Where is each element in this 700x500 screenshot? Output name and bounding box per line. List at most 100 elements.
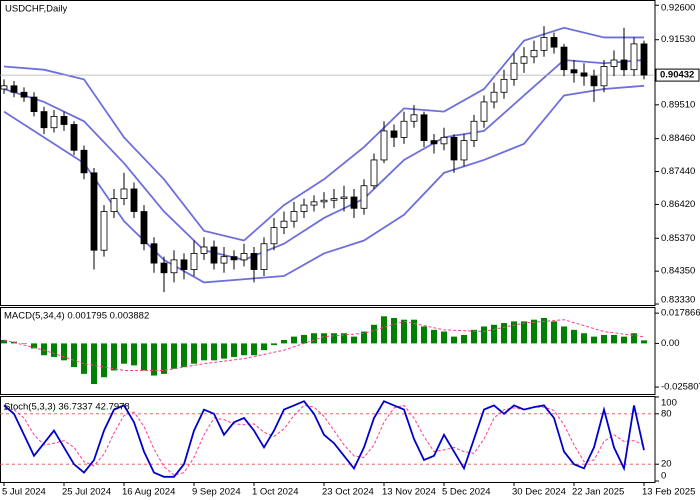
macd-bar bbox=[491, 324, 497, 344]
macd-bar bbox=[581, 333, 587, 344]
candle-body bbox=[370, 159, 378, 187]
macd-bar bbox=[561, 326, 567, 344]
y-tick-label: 100 bbox=[661, 398, 677, 409]
macd-bar bbox=[571, 329, 577, 344]
candle-body bbox=[60, 116, 68, 125]
candle-body bbox=[170, 259, 178, 274]
macd-bar bbox=[441, 331, 447, 344]
candle-body bbox=[260, 243, 268, 270]
macd-bar bbox=[541, 318, 547, 344]
y-tick-label: 0.87440 bbox=[661, 166, 695, 177]
candle-body bbox=[90, 172, 98, 251]
y-tick-label: 20 bbox=[661, 459, 672, 470]
candle-body bbox=[0, 85, 8, 90]
macd-bar bbox=[271, 343, 277, 346]
macd-bar bbox=[451, 336, 457, 344]
candle-body bbox=[500, 78, 508, 93]
stoch-main bbox=[3, 400, 645, 478]
candle-body bbox=[600, 66, 608, 87]
candle-body bbox=[420, 114, 428, 142]
candle-body bbox=[10, 85, 18, 93]
candle-body bbox=[550, 37, 558, 48]
candle-body bbox=[130, 188, 138, 212]
macd-bar bbox=[301, 334, 307, 344]
macd-bar bbox=[91, 343, 97, 385]
candle-body bbox=[530, 49, 538, 58]
candle-body bbox=[380, 130, 388, 161]
macd-bar bbox=[231, 343, 237, 357]
candle-body bbox=[70, 124, 78, 151]
candle-body bbox=[290, 211, 298, 222]
macd-bar bbox=[591, 336, 597, 344]
macd-bar bbox=[521, 321, 527, 344]
macd-bar bbox=[431, 329, 437, 344]
y-tick-label: 0.86420 bbox=[661, 199, 695, 210]
macd-bar bbox=[171, 343, 177, 369]
macd-bar bbox=[321, 333, 327, 344]
macd-bar bbox=[511, 321, 517, 344]
candle-body bbox=[340, 196, 348, 200]
macd-bar bbox=[631, 333, 637, 344]
candle-body bbox=[180, 259, 188, 270]
macd-bar bbox=[401, 319, 407, 344]
x-tick-label: 13 Feb 2025 bbox=[642, 487, 695, 498]
candle-body bbox=[310, 201, 318, 206]
x-tick-label: 9 Sep 2024 bbox=[192, 487, 241, 498]
macd-bar bbox=[641, 340, 647, 344]
candle-body bbox=[250, 253, 258, 270]
macd-bar bbox=[31, 343, 37, 349]
macd-bar bbox=[621, 336, 627, 344]
macd-bar bbox=[261, 343, 267, 351]
x-tick-label: 22 Jan 2025 bbox=[572, 487, 624, 498]
macd-bar bbox=[291, 336, 297, 344]
candle-body bbox=[640, 43, 648, 76]
y-tick-label: 0.92600 bbox=[661, 3, 695, 14]
macd-bar bbox=[411, 319, 417, 344]
candle-body bbox=[400, 120, 408, 138]
macd-bar bbox=[361, 331, 367, 344]
macd-bar bbox=[241, 343, 247, 356]
macd-bar bbox=[111, 343, 117, 371]
candle-body bbox=[620, 59, 628, 71]
candle-body bbox=[580, 72, 588, 77]
x-tick-label: 16 Aug 2024 bbox=[122, 487, 175, 498]
x-tick-label: 5 Dec 2024 bbox=[442, 487, 491, 498]
candle-body bbox=[540, 37, 548, 51]
y-tick-label: 0.89510 bbox=[661, 99, 695, 110]
stoch-title: Stoch(5,3,3) 36.7337 42.7978 bbox=[4, 402, 130, 413]
macd-bar bbox=[51, 343, 57, 357]
candle-body bbox=[240, 253, 248, 261]
macd-bar bbox=[471, 329, 477, 344]
bollinger-middle bbox=[3, 59, 645, 261]
macd-bar bbox=[421, 326, 427, 344]
candle-body bbox=[220, 256, 228, 264]
macd-bar bbox=[351, 336, 357, 344]
candle-body bbox=[350, 196, 358, 209]
x-tick-label: 1 Oct 2024 bbox=[252, 487, 298, 498]
candle-body bbox=[50, 116, 58, 129]
macd-bar bbox=[21, 343, 27, 344]
candle-body bbox=[270, 227, 278, 245]
x-tick-label: 13 Nov 2024 bbox=[382, 487, 436, 498]
macd-bar bbox=[551, 321, 557, 344]
candle-body bbox=[230, 256, 238, 261]
y-tick-label: 0.85370 bbox=[661, 233, 695, 244]
macd-bar bbox=[201, 343, 207, 361]
macd-bar bbox=[71, 343, 77, 368]
candle-body bbox=[360, 185, 368, 209]
candle-body bbox=[410, 114, 418, 122]
candle-body bbox=[470, 120, 478, 142]
macd-bar bbox=[601, 334, 607, 344]
y-tick-label: 0.017866 bbox=[661, 308, 700, 319]
macd-bar bbox=[341, 333, 347, 344]
candle-body bbox=[330, 198, 338, 201]
plot-layer: 0.92600 0.91530 0.89510 0.88460 0.87440 0.864… bbox=[0, 3, 700, 498]
macd-bar bbox=[461, 334, 467, 344]
price-pane bbox=[0, 0, 656, 306]
y-tick-label: 0.84350 bbox=[661, 266, 695, 277]
macd-bar bbox=[371, 324, 377, 344]
candle-body bbox=[40, 111, 48, 129]
x-tick-label: 30 Dec 2024 bbox=[512, 487, 566, 498]
bollinger-upper bbox=[3, 26, 644, 242]
